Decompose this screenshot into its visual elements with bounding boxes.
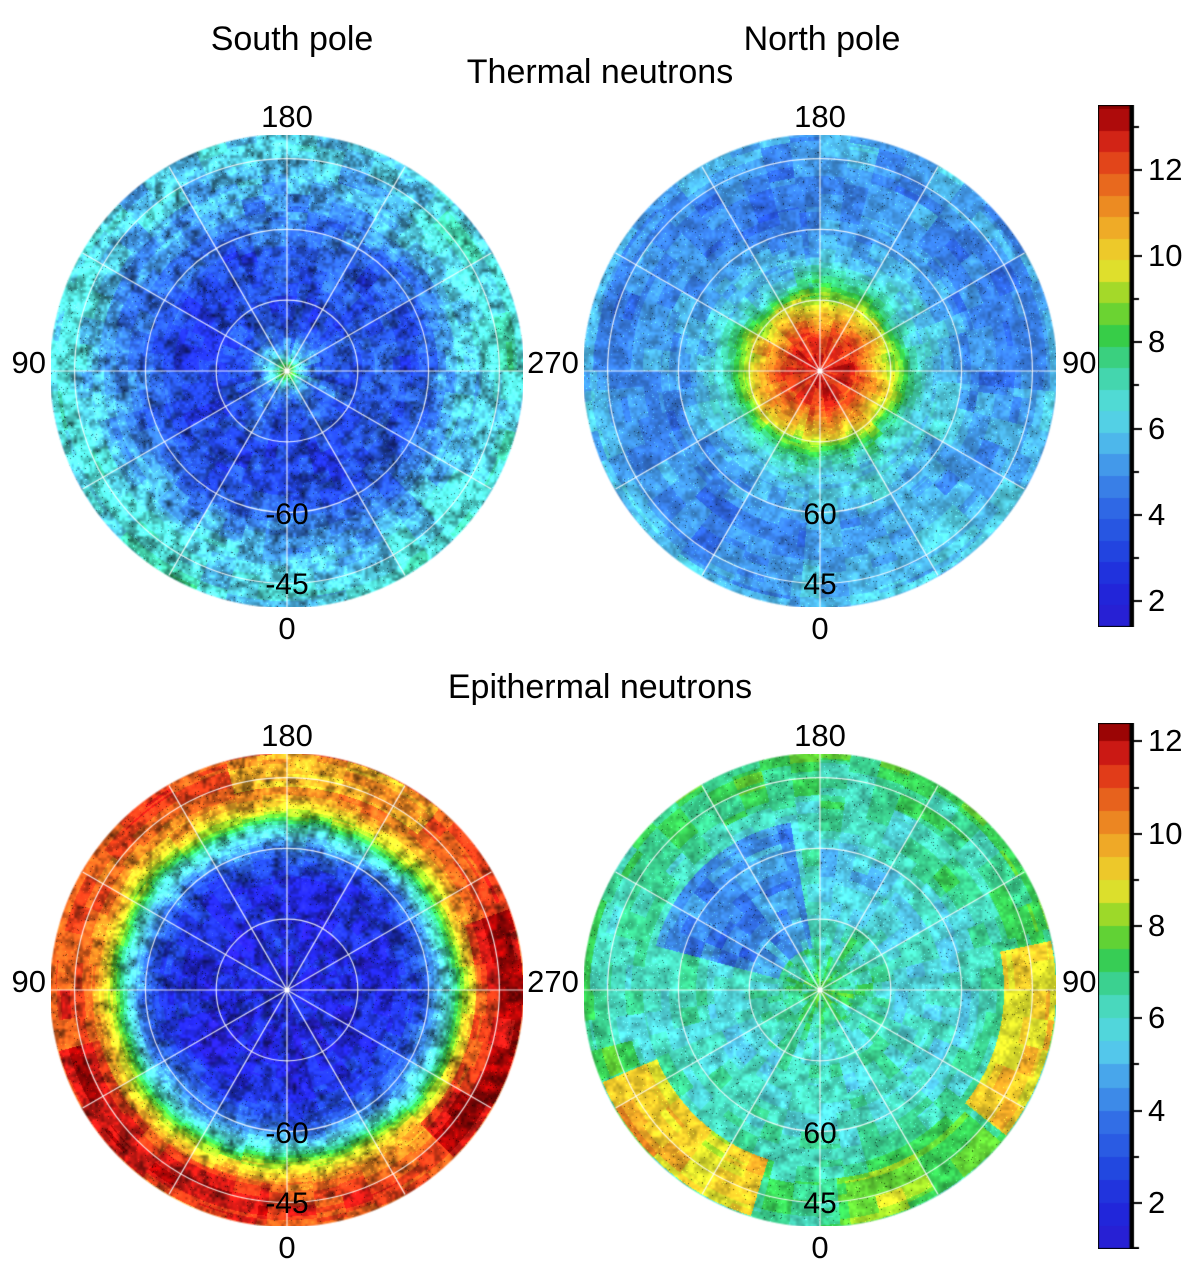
latitude-label-45: 45	[803, 1187, 837, 1220]
colorbar-tick-label-4: 4	[1148, 1092, 1166, 1128]
colorbar-tick-label-12: 12	[1148, 151, 1183, 187]
longitude-label-0: 0	[278, 1230, 296, 1265]
longitude-label-90-left: 90	[11, 345, 46, 380]
row-title-thermal-neutrons: Thermal neutrons	[466, 53, 734, 91]
latitude-label-60: 60	[803, 498, 837, 531]
column-title-south-pole: South pole	[210, 20, 374, 58]
colorbar-tick-label-6: 6	[1148, 1000, 1166, 1036]
thermal-south-heatmap-canvas	[51, 135, 523, 607]
longitude-label-180: 180	[794, 718, 846, 753]
colorbar-epithermal-canvas	[1098, 723, 1142, 1249]
latitude-label-minus60: -60	[265, 498, 309, 531]
latitude-label-minus60: -60	[265, 1117, 309, 1150]
map-epithermal-south: -60 -45	[51, 754, 523, 1226]
colorbar-tick-label-2: 2	[1148, 583, 1166, 619]
colorbar-thermal-canvas	[1098, 105, 1142, 627]
colorbar-tick-label-8: 8	[1148, 324, 1166, 360]
longitude-label-0: 0	[278, 611, 296, 646]
longitude-label-0: 0	[811, 1230, 829, 1265]
longitude-label-270-middle: 270	[527, 964, 579, 999]
row-title-epithermal-neutrons: Epithermal neutrons	[447, 668, 753, 706]
latitude-label-minus45: -45	[265, 568, 309, 601]
colorbar-tick-label-10: 10	[1148, 237, 1183, 273]
colorbar-tick-label-4: 4	[1148, 496, 1166, 532]
colorbar-tick-label-10: 10	[1148, 815, 1183, 851]
longitude-label-90-left: 90	[11, 964, 46, 999]
map-epithermal-north: 60 45	[584, 754, 1056, 1226]
longitude-label-180: 180	[261, 718, 313, 753]
longitude-label-270-middle: 270	[527, 345, 579, 380]
longitude-label-180: 180	[794, 99, 846, 134]
colorbar-tick-label-12: 12	[1148, 723, 1183, 759]
latitude-label-60: 60	[803, 1117, 837, 1150]
latitude-label-45: 45	[803, 568, 837, 601]
epithermal-south-heatmap-canvas	[51, 754, 523, 1226]
epithermal-north-heatmap-canvas	[584, 754, 1056, 1226]
longitude-label-90-right: 90	[1062, 964, 1097, 999]
longitude-label-180: 180	[261, 99, 313, 134]
map-thermal-south: -60 -45	[51, 135, 523, 607]
colorbar-thermal: 2 4 6 8 10 12	[1098, 105, 1199, 627]
map-thermal-north: 60 45	[584, 135, 1056, 607]
colorbar-tick-label-8: 8	[1148, 908, 1166, 944]
column-title-north-pole: North pole	[743, 20, 901, 58]
latitude-label-minus45: -45	[265, 1187, 309, 1220]
longitude-label-90-right: 90	[1062, 345, 1097, 380]
colorbar-epithermal: 2 4 6 8 10 12	[1098, 723, 1199, 1249]
longitude-label-0: 0	[811, 611, 829, 646]
thermal-north-heatmap-canvas	[584, 135, 1056, 607]
colorbar-tick-label-2: 2	[1148, 1184, 1166, 1220]
colorbar-tick-label-6: 6	[1148, 410, 1166, 446]
